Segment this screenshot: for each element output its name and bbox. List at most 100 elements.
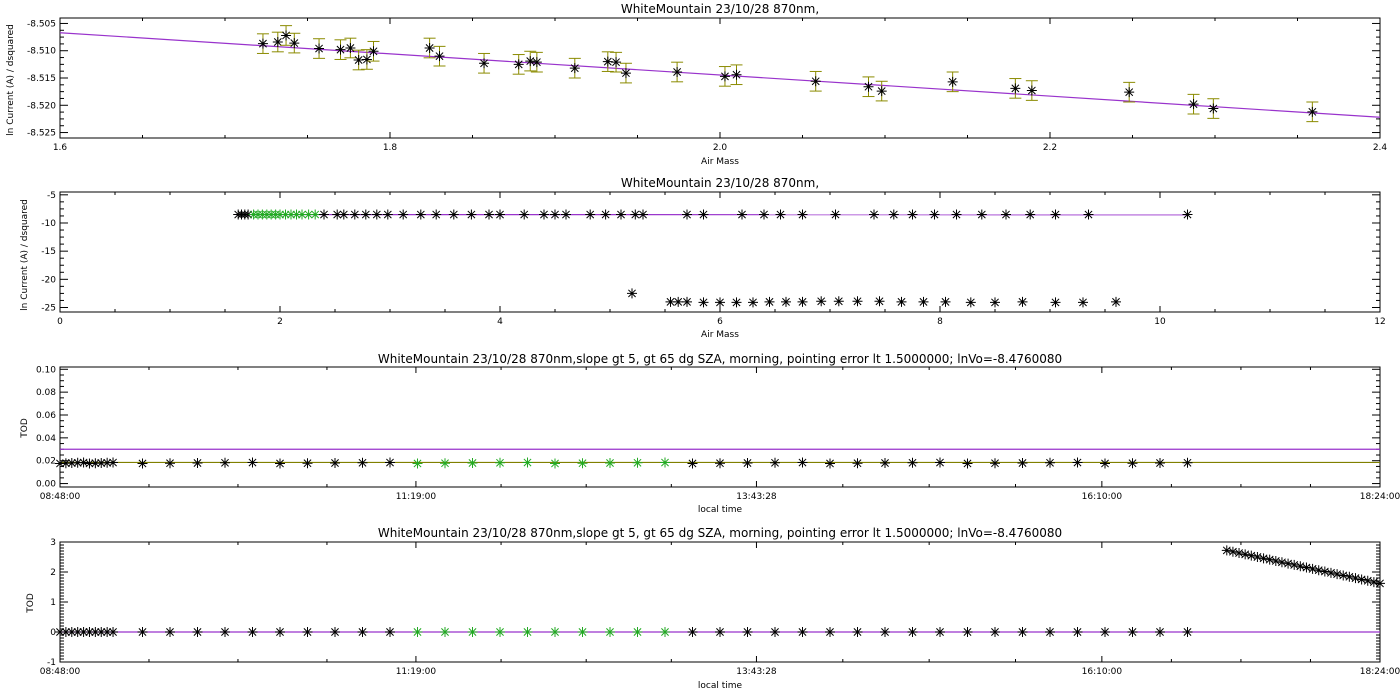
data-point — [1017, 458, 1028, 468]
panel-airmass-full: WhiteMountain 23/10/28 870nm, Air Mass l… — [20, 176, 1386, 340]
x-axis-label: Air Mass — [701, 157, 739, 167]
data-point — [84, 627, 95, 637]
data-point — [349, 209, 360, 220]
data-point — [434, 51, 445, 62]
data-point — [440, 458, 450, 469]
data-point — [1127, 458, 1138, 469]
data-point — [1344, 571, 1355, 582]
y-tick-label: -20 — [41, 275, 56, 285]
data-point — [220, 457, 230, 468]
data-point — [638, 209, 648, 220]
data-point — [55, 458, 65, 469]
data-point — [1246, 550, 1257, 561]
data-point — [345, 43, 356, 53]
data-point — [1356, 574, 1367, 585]
chart-title: WhiteMountain 23/10/28 870nm, — [621, 2, 819, 16]
data-point — [484, 209, 494, 220]
plot-frame — [59, 541, 1381, 663]
data-point — [192, 627, 203, 637]
data-point — [440, 627, 450, 637]
data-point — [673, 296, 684, 307]
y-tick-label: -8.515 — [27, 74, 56, 84]
data-point — [479, 58, 490, 69]
data-point — [78, 627, 89, 637]
data-point — [66, 627, 77, 637]
data-point — [495, 627, 505, 637]
data-point — [577, 627, 588, 637]
data-point — [1050, 209, 1061, 220]
data-point — [715, 297, 725, 308]
data-point — [522, 627, 533, 637]
data-point — [247, 627, 258, 637]
data-point — [976, 209, 987, 220]
data-point — [627, 288, 637, 299]
data-point — [935, 457, 945, 468]
y-tick-label: 0.02 — [36, 457, 56, 467]
y-tick-label: -8.510 — [27, 47, 56, 57]
data-point — [72, 457, 83, 468]
x-tick-label: 08:48:00 — [40, 492, 81, 502]
y-axis-label: ln Current (A) / dsquared — [20, 199, 30, 311]
data-point — [385, 457, 395, 468]
data-point — [742, 627, 753, 637]
x-tick-label: 1.8 — [383, 143, 398, 153]
x-tick-label: 1.6 — [53, 143, 68, 153]
data-point — [1313, 565, 1324, 576]
data-point — [698, 297, 709, 308]
data-point — [731, 69, 742, 80]
data-point — [632, 627, 643, 637]
data-point — [303, 209, 314, 220]
x-tick-label: 2.4 — [1373, 143, 1388, 153]
y-axis-label: ln Current (A) / dsquared — [6, 24, 16, 136]
data-point — [852, 296, 863, 307]
data-point — [531, 57, 542, 68]
data-point — [797, 296, 808, 307]
data-point — [1208, 103, 1219, 114]
data-point — [102, 457, 113, 468]
data-point — [332, 209, 343, 220]
y-tick-label: 2 — [50, 568, 56, 578]
x-axis-label: local time — [698, 681, 743, 691]
data-point — [272, 37, 283, 47]
data-point — [412, 458, 423, 469]
data-point — [96, 458, 107, 468]
data-point — [1227, 546, 1238, 557]
data-point — [665, 296, 676, 307]
data-point — [1100, 458, 1110, 469]
data-point — [630, 209, 641, 220]
data-point — [1375, 578, 1385, 589]
data-point — [1127, 627, 1138, 637]
data-point — [281, 30, 292, 41]
data-point — [90, 458, 101, 469]
data-point — [1289, 559, 1300, 570]
data-point — [935, 627, 945, 637]
data-point — [1182, 457, 1193, 468]
data-point — [672, 67, 683, 77]
data-point — [770, 627, 780, 637]
data-point — [1276, 557, 1287, 568]
data-point — [620, 68, 631, 79]
data-point — [137, 627, 148, 637]
data-point — [257, 38, 268, 49]
x-tick-label: 10 — [1154, 317, 1166, 327]
y-tick-label: 0.10 — [36, 365, 56, 375]
panel-tod-full: WhiteMountain 23/10/28 870nm,slope gt 5,… — [26, 526, 1400, 691]
data-point — [371, 209, 382, 220]
data-point — [687, 627, 698, 637]
data-point — [1045, 457, 1055, 468]
data-point — [852, 627, 863, 637]
y-tick-label: -8.505 — [27, 19, 56, 29]
data-point — [990, 297, 1000, 308]
data-point — [797, 627, 808, 637]
data-point — [466, 209, 477, 220]
data-point — [863, 81, 874, 92]
data-point — [602, 56, 613, 67]
data-point — [1072, 457, 1083, 468]
data-point — [1100, 627, 1110, 637]
data-point — [108, 457, 119, 468]
x-tick-label: 18:24:00 — [1360, 667, 1400, 677]
data-point — [1155, 458, 1165, 468]
data-point — [940, 296, 951, 307]
y-tick-label: -15 — [41, 247, 56, 257]
data-point — [361, 54, 372, 65]
